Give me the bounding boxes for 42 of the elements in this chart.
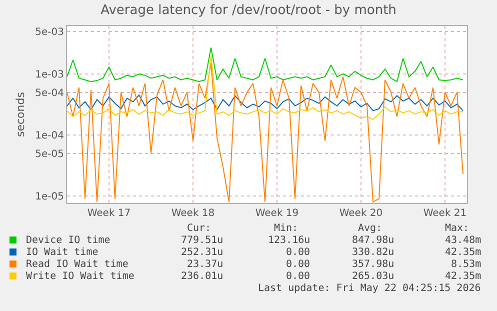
line-series [67, 62, 464, 202]
x-tick-label: Week 21 [423, 208, 467, 219]
y-tick-label: 5e-05 [35, 148, 64, 160]
text: 42.35m [445, 271, 482, 282]
x-tick-label: Week 20 [339, 208, 383, 219]
legend-label: Write IO Wait time [26, 271, 134, 282]
text: Max: [445, 223, 470, 234]
text: Min: [274, 223, 298, 234]
y-axis-title: seconds [14, 92, 27, 137]
x-tick-label: Week 17 [87, 208, 131, 219]
text: Last update: Fri May 22 04:25:15 2026 [258, 283, 481, 294]
text: 42.35m [445, 247, 482, 258]
text: 123.16u [268, 235, 310, 246]
x-tick-label: Week 18 [171, 208, 215, 219]
text: Cur: [187, 223, 212, 234]
y-tick-label: 5e-03 [35, 26, 64, 38]
chart-title: Average latency for /dev/root/root - by month [100, 2, 396, 18]
line-series [67, 94, 464, 112]
legend-label: Device IO time [26, 235, 110, 246]
text: 0.00 [286, 259, 310, 270]
text: 23.37u [187, 259, 224, 270]
text: 0.00 [286, 271, 310, 282]
text: 252.31u [181, 247, 224, 258]
text: 330.82u [352, 247, 394, 258]
legend-label: IO Wait time [26, 247, 98, 258]
y-tick-label: 1e-04 [35, 130, 64, 142]
y-tick-label: 1e-05 [35, 192, 64, 203]
text: 357.98u [352, 259, 394, 270]
text: 8.53m [451, 259, 482, 270]
x-tick-label: Week 19 [255, 208, 299, 219]
text: 236.01u [181, 271, 224, 282]
text: Avg: [358, 223, 382, 234]
text: 847.98u [352, 235, 394, 246]
text: 0.00 [286, 247, 310, 258]
text: 265.03u [352, 271, 394, 282]
legend-label: Read IO Wait time [26, 259, 128, 270]
text: 43.48m [445, 235, 482, 246]
text: 779.51u [181, 235, 224, 246]
line-series [67, 55, 464, 120]
y-tick-label: 1e-03 [35, 69, 64, 80]
line-series [67, 47, 464, 82]
y-tick-label: 5e-04 [35, 88, 64, 99]
